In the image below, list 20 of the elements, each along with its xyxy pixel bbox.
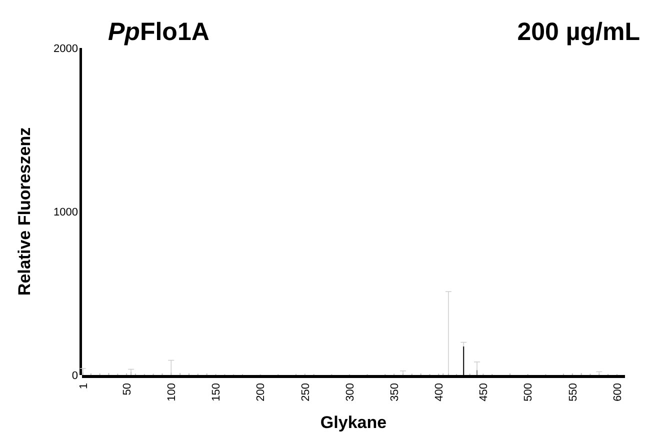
y-tick-label: 0: [72, 370, 78, 382]
x-tick-label: 500: [522, 383, 535, 402]
x-tick-label: 100: [166, 383, 178, 402]
y-axis-title: Relative Fluoreszenz: [15, 127, 34, 296]
x-tick-label: 200: [255, 383, 268, 402]
chart-title: PpFlo1A: [108, 18, 210, 46]
y-tick-label: 1000: [54, 206, 78, 218]
x-tick-label: 550: [567, 383, 580, 402]
x-tick-label: 300: [344, 383, 356, 402]
text: 200 µg/mL: [517, 18, 640, 46]
x-axis-title: Glykane: [320, 413, 387, 432]
x-tick-label: 50: [121, 383, 134, 396]
x-tick-label: 250: [300, 383, 312, 402]
x-tick-label: 350: [388, 383, 401, 402]
x-tick-label: 600: [612, 383, 624, 402]
x-tick-label: 450: [478, 383, 490, 402]
x-tick-label: 150: [210, 383, 223, 402]
y-tick-label: 2000: [54, 42, 78, 55]
x-tick-label: 1: [78, 383, 90, 390]
x-tick-label: 400: [434, 383, 446, 402]
